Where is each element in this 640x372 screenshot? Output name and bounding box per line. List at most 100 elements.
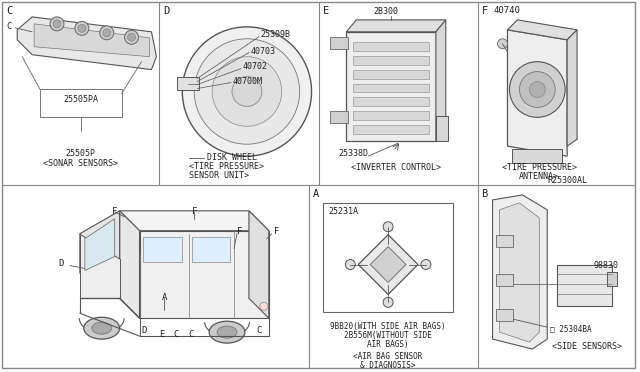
Ellipse shape [84, 317, 120, 339]
Text: 25338D: 25338D [339, 149, 369, 158]
Polygon shape [567, 30, 577, 146]
Text: 2B556M(WITHOUT SIDE: 2B556M(WITHOUT SIDE [344, 331, 432, 340]
Polygon shape [120, 211, 140, 318]
Polygon shape [346, 20, 446, 32]
Text: ANTENNA>: ANTENNA> [519, 172, 559, 181]
Polygon shape [80, 211, 120, 273]
Ellipse shape [92, 322, 112, 334]
Circle shape [497, 39, 508, 49]
Text: 40700M: 40700M [233, 77, 263, 86]
Polygon shape [499, 203, 540, 342]
Bar [143, 237, 182, 262]
Text: D: D [142, 326, 147, 335]
Polygon shape [17, 17, 156, 70]
Circle shape [212, 57, 282, 126]
Bar [495, 235, 513, 247]
Polygon shape [370, 247, 406, 282]
Text: D: D [163, 6, 170, 16]
Polygon shape [85, 219, 115, 270]
Text: & DIAGNOSIS>: & DIAGNOSIS> [360, 361, 416, 370]
Polygon shape [436, 20, 446, 141]
Circle shape [75, 21, 89, 35]
Bar [353, 70, 429, 78]
Text: <TIRE PRESSURE>: <TIRE PRESSURE> [502, 163, 577, 172]
Text: AIR BAGS): AIR BAGS) [367, 340, 409, 349]
Circle shape [182, 27, 312, 156]
Bar [192, 237, 230, 262]
Bar [353, 84, 429, 93]
Circle shape [127, 33, 136, 41]
Polygon shape [249, 211, 269, 318]
Circle shape [383, 297, 393, 307]
Circle shape [125, 31, 138, 44]
Text: SENSOR UNIT>: SENSOR UNIT> [189, 171, 249, 180]
Circle shape [260, 302, 268, 310]
Text: 25309B: 25309B [261, 30, 291, 39]
Text: F: F [191, 207, 197, 216]
Bar [495, 275, 513, 286]
Bar [353, 125, 429, 134]
Polygon shape [358, 235, 418, 294]
Text: C: C [6, 22, 12, 31]
Text: C: C [256, 326, 262, 335]
Text: B: B [482, 189, 488, 199]
Text: D: D [58, 259, 63, 267]
Text: <SIDE SENSORS>: <SIDE SENSORS> [552, 342, 622, 351]
Text: □ 25304BA: □ 25304BA [550, 324, 592, 333]
Circle shape [383, 222, 393, 232]
Text: <AIR BAG SENSOR: <AIR BAG SENSOR [353, 352, 423, 361]
Polygon shape [346, 32, 436, 141]
Bar [495, 309, 513, 321]
Circle shape [78, 24, 86, 32]
Text: 40702: 40702 [243, 62, 268, 71]
Polygon shape [120, 211, 269, 231]
Polygon shape [493, 195, 547, 349]
Text: 25505P: 25505P [66, 149, 96, 158]
Text: C: C [189, 330, 194, 339]
Circle shape [509, 62, 565, 117]
Bar [40, 90, 122, 117]
Ellipse shape [209, 321, 245, 343]
Bar [436, 116, 448, 141]
Bar [353, 56, 429, 65]
Text: E: E [323, 6, 329, 16]
Text: E: E [159, 330, 164, 339]
Text: <SONAR SENSORS>: <SONAR SENSORS> [44, 159, 118, 168]
Ellipse shape [217, 326, 237, 338]
Bar [353, 111, 429, 120]
Circle shape [421, 260, 431, 269]
Text: 2B300: 2B300 [373, 7, 398, 16]
Text: F: F [237, 227, 243, 236]
Bar [353, 97, 429, 106]
Text: A: A [312, 189, 319, 199]
Text: F: F [482, 6, 488, 16]
Circle shape [529, 81, 545, 97]
Bar [513, 149, 562, 163]
Text: <TIRE PRESSURE>: <TIRE PRESSURE> [189, 162, 264, 171]
Circle shape [232, 77, 262, 106]
Circle shape [194, 39, 300, 144]
Text: 25231A: 25231A [328, 207, 358, 216]
Circle shape [100, 26, 114, 40]
Bar [330, 37, 348, 49]
Polygon shape [508, 30, 567, 156]
Text: DISK WHEEL: DISK WHEEL [207, 153, 257, 162]
Text: 40703: 40703 [251, 47, 276, 56]
Text: 25505PA: 25505PA [63, 95, 99, 104]
Polygon shape [140, 231, 269, 318]
Circle shape [50, 17, 64, 31]
Text: A: A [162, 294, 167, 302]
Bar [353, 42, 429, 51]
Polygon shape [80, 234, 120, 298]
Text: F: F [112, 207, 117, 216]
Bar [323, 203, 452, 312]
Polygon shape [34, 24, 150, 57]
Bar [557, 264, 612, 306]
Text: C: C [6, 6, 13, 16]
Bar [177, 77, 199, 90]
Circle shape [53, 20, 61, 28]
Text: <INVERTER CONTROL>: <INVERTER CONTROL> [351, 163, 441, 172]
Circle shape [346, 260, 355, 269]
Text: 40740: 40740 [493, 6, 520, 15]
Circle shape [103, 29, 111, 37]
